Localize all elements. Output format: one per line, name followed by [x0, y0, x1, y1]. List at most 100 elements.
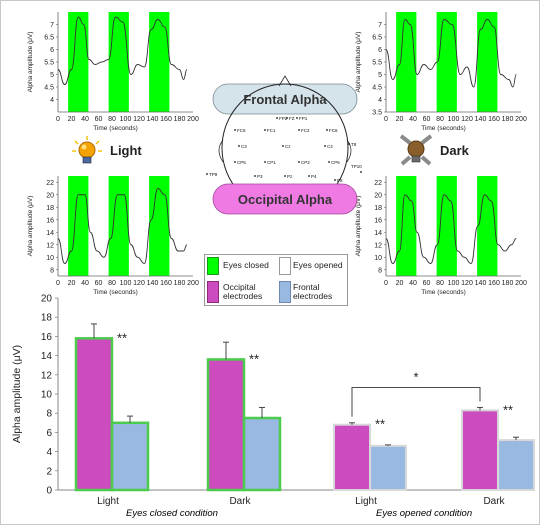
svg-text:P3: P3	[257, 174, 263, 179]
x-axis-label: Time (seconds)	[421, 289, 466, 296]
x-tick-label: 200	[515, 280, 527, 287]
x-tick-label: 100	[120, 116, 132, 123]
significance-label: **	[375, 417, 385, 432]
svg-text:CP5: CP5	[237, 160, 246, 165]
x-tick-label: 100	[120, 280, 132, 287]
dark-label: Dark	[440, 143, 469, 158]
y-tick-label: 18	[374, 205, 382, 212]
y-tick-label: 22	[46, 180, 54, 187]
eyes-closed-band-2	[149, 12, 170, 112]
x-tick-label: 80	[436, 280, 444, 287]
y-tick-label: 16	[41, 332, 53, 343]
x-tick-label: 160	[488, 116, 500, 123]
svg-text:Cz: Cz	[285, 144, 291, 149]
x-tick-label: 180	[502, 280, 514, 287]
x-tick-label: 100	[448, 116, 460, 123]
svg-text:FC5: FC5	[237, 128, 246, 133]
series-line	[385, 194, 517, 264]
x-tick-label: 200	[187, 280, 199, 287]
electrode-fc5: FC5	[234, 128, 246, 133]
svg-text:C4: C4	[327, 144, 333, 149]
significance-bracket	[351, 386, 481, 417]
series-line	[385, 19, 517, 88]
y-tick-label: 18	[41, 313, 53, 324]
condition-label-opened: Eyes opened condition	[376, 508, 473, 519]
electrode-fc2: FC2	[298, 128, 310, 133]
electrode-t8: T8	[348, 142, 357, 147]
electrode-fc1: FC1	[264, 128, 276, 133]
light-label: Light	[110, 143, 142, 158]
y-tick-label: 2	[46, 466, 52, 477]
x-tick-label: 160	[160, 116, 172, 123]
lightbulb-off-icon	[399, 134, 433, 166]
condition-label-closed: Eyes closed condition	[126, 508, 218, 519]
electrode-cz: Cz	[282, 144, 291, 149]
bar-frontal-3	[497, 439, 535, 491]
x-tick-label: 60	[95, 280, 103, 287]
svg-text:CP1: CP1	[267, 160, 276, 165]
svg-text:FP2: FP2	[279, 116, 288, 121]
legend-label-occipital: Occipital electrodes	[223, 282, 263, 301]
y-tick-label: 7	[50, 22, 54, 29]
y-tick-label: 12	[374, 242, 382, 249]
x-tick-label: 0	[384, 280, 388, 287]
chart-dark-occipital: 8 10 12 14 16 18 20 22 0 20 40 60 80 100 120 140 160 180 2…	[355, 176, 527, 296]
y-tick-label: 18	[46, 205, 54, 212]
svg-text:P8: P8	[337, 178, 343, 183]
y-axis-label: Alpha amplitude (μV)	[27, 32, 34, 93]
y-tick-label: 5	[50, 72, 54, 79]
x-tick-label: 140	[475, 280, 487, 287]
y-axis-label: Alpha amplitude (μV)	[355, 196, 362, 257]
x-tick-label: 0	[56, 116, 60, 123]
y-tick-label: 6	[378, 47, 382, 54]
x-tick-label: 60	[95, 116, 103, 123]
chart-light-frontal: 4 4.5 5 5.5 6 6.5 7 0 20 40 60 80 100 120 140 160 180 200…	[27, 12, 199, 132]
bracket-label: *	[413, 369, 418, 384]
legend: Eyes closed Eyes opened Occipital electr…	[204, 254, 348, 306]
y-tick-label: 10	[374, 255, 382, 262]
eyes-closed-band-2	[149, 176, 170, 276]
svg-text:Pz: Pz	[287, 174, 293, 179]
y-axis-label: Alpha amplitude (μV)	[355, 32, 362, 93]
head-diagram: Frontal Alpha Occipital Alpha FP2 FZ FP1…	[206, 75, 362, 215]
y-tick-label: 20	[41, 294, 53, 305]
legend-swatch-eyes-opened	[279, 257, 291, 275]
legend-swatch-occipital	[207, 281, 219, 303]
svg-text:CP2: CP2	[301, 160, 310, 165]
svg-text:T8: T8	[351, 142, 357, 147]
y-tick-label: 12	[46, 242, 54, 249]
x-tick-label: 40	[81, 280, 89, 287]
electrode-fp1: FP1	[296, 116, 308, 121]
eyes-closed-band-1	[436, 176, 457, 276]
y-tick-label: 7	[378, 22, 382, 29]
nose	[278, 75, 292, 87]
y-tick-label: 4	[46, 447, 52, 458]
eyes-closed-band-1	[108, 12, 129, 112]
occipital-label: Occipital Alpha	[238, 192, 333, 207]
y-tick-label: 5.5	[44, 60, 54, 67]
group-label: Dark	[483, 496, 505, 507]
y-tick-label: 4.5	[372, 85, 382, 92]
x-tick-label: 120	[133, 280, 145, 287]
svg-text:TP10: TP10	[351, 164, 362, 169]
bar-occipital-1	[206, 358, 246, 492]
electrode-cp2: CP2	[298, 160, 310, 165]
bar-frontal-0	[110, 421, 150, 492]
svg-text:FC1: FC1	[267, 128, 276, 133]
eyes-closed-band-2	[477, 12, 498, 112]
x-axis-label: Time (seconds)	[93, 125, 138, 132]
svg-text:P4: P4	[311, 174, 317, 179]
y-tick-label: 5.5	[372, 60, 382, 67]
significance-label: **	[249, 351, 259, 366]
group-label: Light	[355, 496, 377, 507]
y-tick-label: 8	[50, 267, 54, 274]
bar-occipital-3	[461, 409, 499, 491]
eyes-closed-band-1	[108, 176, 129, 276]
y-tick-label: 10	[41, 390, 53, 401]
y-tick-label: 6.5	[44, 35, 54, 42]
x-tick-label: 0	[384, 116, 388, 123]
eyes-closed-band-0	[396, 176, 417, 276]
y-axis-label: Alpha amplitude (μV)	[11, 345, 23, 443]
svg-text:CP6: CP6	[331, 160, 340, 165]
y-tick-label: 4	[50, 97, 54, 104]
